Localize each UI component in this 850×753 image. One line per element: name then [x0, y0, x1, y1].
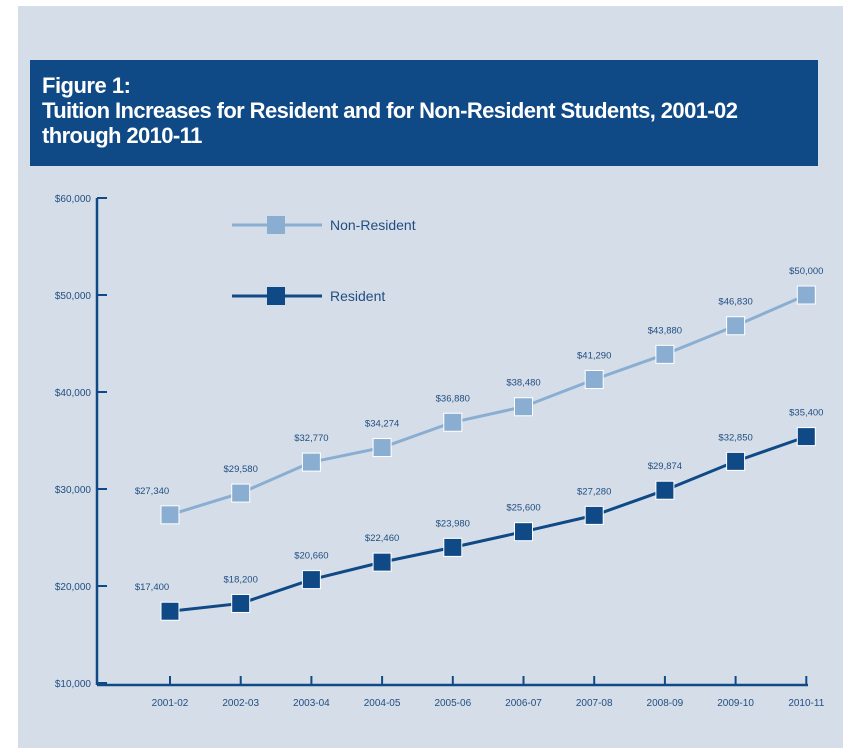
- x-tick-label: 2006-07: [505, 698, 542, 709]
- resident-data-label: $35,400: [789, 408, 823, 419]
- non-resident-data-label: $38,480: [506, 378, 540, 389]
- non-resident-point: [301, 452, 321, 472]
- resident-data-label: $22,460: [365, 533, 399, 544]
- resident-data-label: $20,660: [294, 551, 328, 562]
- legend-marker-resident: [267, 287, 285, 305]
- x-tick-label: 2009-10: [717, 698, 754, 709]
- resident-data-label: $23,980: [436, 518, 470, 529]
- legend-marker-non-resident: [267, 216, 285, 234]
- resident-point: [160, 601, 180, 621]
- non-resident-data-label: $41,290: [577, 350, 611, 361]
- x-tick-label: 2001-02: [152, 698, 189, 709]
- resident-point: [726, 451, 746, 471]
- y-tick-label: $60,000: [55, 194, 92, 205]
- resident-point: [514, 522, 533, 542]
- y-tick-label: $10,000: [55, 679, 92, 690]
- resident-point: [655, 480, 675, 500]
- x-tick-label: 2010-11: [788, 698, 824, 709]
- resident-point: [443, 537, 463, 557]
- y-tick-label: $20,000: [55, 582, 92, 593]
- non-resident-data-label: $32,770: [294, 433, 328, 444]
- resident-data-label: $18,200: [224, 574, 258, 585]
- non-resident-line: [169, 293, 807, 517]
- resident-point: [301, 570, 321, 590]
- y-tick-label: $50,000: [55, 291, 92, 302]
- legend-label-resident: Resident: [330, 288, 385, 304]
- x-tick-label: 2007-08: [576, 698, 613, 709]
- non-resident-point: [372, 438, 392, 458]
- x-tick-label: 2004-05: [364, 698, 401, 709]
- x-tick-label: 2003-04: [293, 698, 330, 709]
- resident-data-label: $17,400: [135, 582, 169, 593]
- non-resident-point: [514, 397, 533, 417]
- resident-point: [796, 427, 816, 447]
- non-resident-data-label: $36,880: [436, 393, 470, 404]
- resident-point: [231, 593, 251, 613]
- resident-data-label: $29,874: [648, 461, 682, 472]
- y-tick-label: $40,000: [55, 388, 92, 399]
- resident-point: [584, 505, 604, 525]
- non-resident-data-label: $50,000: [789, 266, 823, 277]
- non-resident-data-label: $46,830: [718, 297, 752, 308]
- non-resident-data-label: $43,880: [648, 325, 682, 336]
- non-resident-point: [584, 369, 604, 389]
- non-resident-data-label: $27,340: [135, 486, 169, 497]
- legend-label-non-resident: Non-Resident: [330, 217, 416, 233]
- resident-point: [372, 552, 392, 572]
- title-band: Figure 1: Tuition Increases for Resident…: [30, 60, 818, 166]
- non-resident-point: [231, 483, 251, 503]
- figure-label: Figure 1:: [42, 73, 131, 98]
- non-resident-point: [443, 412, 463, 432]
- resident-data-label: $32,850: [718, 432, 752, 443]
- non-resident-data-label: $29,580: [224, 464, 258, 475]
- non-resident-data-label: $34,274: [365, 419, 399, 430]
- x-tick-label: 2005-06: [434, 698, 471, 709]
- non-resident-point: [726, 316, 746, 336]
- resident-data-label: $27,280: [577, 486, 611, 497]
- resident-line: [169, 435, 807, 613]
- chart-title: Tuition Increases for Resident and for N…: [42, 98, 738, 148]
- non-resident-point: [655, 344, 675, 364]
- resident-data-label: $25,600: [506, 503, 540, 514]
- x-tick-label: 2002-03: [222, 698, 259, 709]
- non-resident-point: [796, 285, 816, 305]
- x-tick-label: 2008-09: [647, 698, 684, 709]
- non-resident-point: [160, 505, 180, 525]
- y-tick-label: $30,000: [55, 485, 92, 496]
